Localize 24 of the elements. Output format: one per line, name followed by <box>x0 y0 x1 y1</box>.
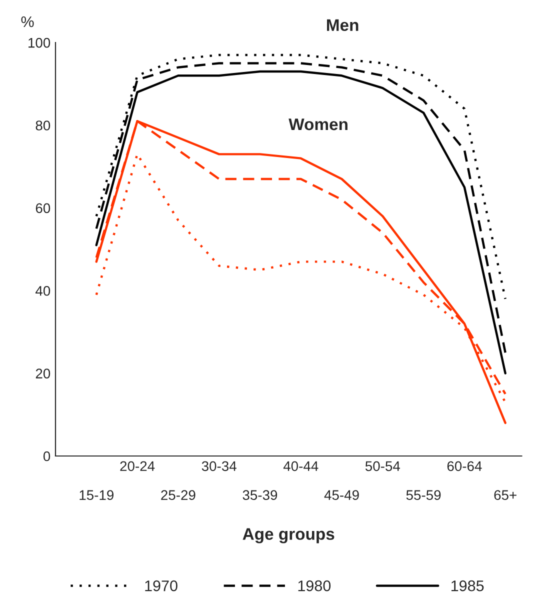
y-tick-label: 60 <box>36 203 50 214</box>
x-tick-label: 15-19 <box>80 490 114 500</box>
x-axis-title: Age groups <box>242 528 334 544</box>
x-tick-label: 25-29 <box>161 490 196 500</box>
annotation: Women <box>288 118 348 130</box>
x-tick-label: 30-34 <box>202 461 236 472</box>
y-axis-title: % <box>21 16 34 28</box>
x-tick-label: 60-64 <box>447 461 482 472</box>
text: Men <box>327 19 358 31</box>
x-tick-label: 40-44 <box>283 461 318 472</box>
x-tick-label: 55-59 <box>406 490 441 500</box>
y-tick-label: 100 <box>28 38 50 48</box>
y-tick-label: 80 <box>36 120 50 130</box>
legend-label: 1970 <box>145 580 178 592</box>
x-tick-label: 65+ <box>494 490 516 500</box>
y-tick-label: 40 <box>36 286 50 296</box>
x-tick-label: 45-49 <box>324 490 359 500</box>
x-tick-label: 20-24 <box>120 461 155 472</box>
legend-label: 1985 <box>451 580 484 592</box>
x-tick-label: 35-39 <box>242 490 278 500</box>
x-tick-label: 50-54 <box>365 461 400 472</box>
y-tick-label: 0 <box>43 451 50 462</box>
legend-label: 1980 <box>298 580 331 592</box>
y-tick-label: 20 <box>36 368 50 378</box>
